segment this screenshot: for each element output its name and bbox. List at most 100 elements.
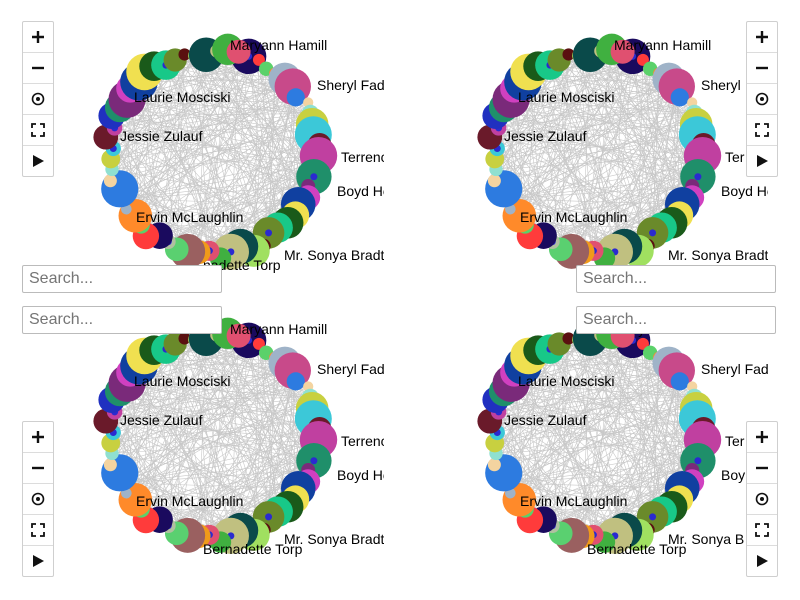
edge <box>165 64 269 234</box>
edge <box>184 54 278 228</box>
zoom-out-button[interactable] <box>747 53 777 84</box>
edge <box>503 391 572 536</box>
graph-node[interactable] <box>694 457 702 465</box>
graph-node[interactable] <box>670 372 689 391</box>
edge <box>238 51 309 198</box>
graph-node[interactable] <box>562 48 575 61</box>
graph-node[interactable] <box>649 513 657 521</box>
edge <box>140 338 207 509</box>
graph-node[interactable] <box>562 332 575 345</box>
zoom-out-button[interactable] <box>23 53 53 84</box>
zoom-in-button[interactable] <box>23 22 53 53</box>
graph-node[interactable] <box>670 88 689 107</box>
play-button[interactable] <box>747 546 777 576</box>
graph-node[interactable] <box>487 174 501 188</box>
graph-node[interactable] <box>636 53 649 66</box>
node-label: Jessie Zulauf <box>120 412 203 428</box>
edge <box>268 86 294 233</box>
zoom-in-button[interactable] <box>23 422 53 453</box>
zoom-in-button[interactable] <box>747 422 777 453</box>
fullscreen-button[interactable] <box>23 115 53 146</box>
graph-node[interactable] <box>265 513 273 521</box>
node-label: nadette Torp <box>203 257 281 273</box>
graph-node[interactable] <box>178 48 191 61</box>
node-label: Boy <box>721 467 745 483</box>
play-icon <box>31 154 45 168</box>
center-button[interactable] <box>747 484 777 515</box>
graph-node[interactable] <box>310 457 318 465</box>
edge <box>114 127 312 166</box>
edge <box>604 86 678 259</box>
edge <box>503 54 591 189</box>
play-button[interactable] <box>23 546 53 576</box>
play-button[interactable] <box>747 146 777 176</box>
edge <box>571 357 660 536</box>
fullscreen-icon <box>31 123 45 137</box>
target-icon <box>754 491 770 507</box>
network-graph[interactable]: Maryann Hamill Sheryl Fadel Terrence Boyd H… <box>0 0 384 284</box>
target-icon <box>30 91 46 107</box>
graph-panel-top-right[interactable]: Maryann Hamill Sheryl Ter Boyd Heat Mr. Sony… <box>384 0 768 284</box>
zoom-in-button[interactable] <box>747 22 777 53</box>
edge <box>543 176 698 236</box>
center-button[interactable] <box>23 84 53 115</box>
edge <box>552 449 696 526</box>
graph-panel-top-left[interactable]: Maryann Hamill Sheryl Fadel Terrence Boyd H… <box>0 0 384 284</box>
graph-node[interactable] <box>694 173 702 181</box>
edge <box>227 333 265 530</box>
search-input[interactable] <box>22 306 222 334</box>
edge <box>549 348 680 382</box>
graph-node[interactable] <box>649 229 657 237</box>
edge <box>165 348 296 382</box>
network-graph[interactable]: Maryann Hamill Sheryl Ter Boyd Heat Mr. Sony… <box>384 0 768 284</box>
edge <box>571 381 681 536</box>
edge <box>110 362 286 465</box>
zoom-out-button[interactable] <box>23 453 53 484</box>
graph-node[interactable] <box>252 337 265 350</box>
edge <box>506 86 677 200</box>
edge <box>176 449 312 534</box>
edge <box>498 127 696 166</box>
edge <box>165 348 254 535</box>
graph-node[interactable] <box>226 39 251 64</box>
edge <box>165 348 269 518</box>
fullscreen-button[interactable] <box>747 115 777 146</box>
edge <box>494 78 670 181</box>
edge <box>220 370 294 543</box>
play-button[interactable] <box>23 146 53 176</box>
graph-node[interactable] <box>178 332 191 345</box>
minus-icon <box>754 460 770 476</box>
graph-node[interactable] <box>103 174 117 188</box>
graph-node[interactable] <box>103 458 117 472</box>
graph-node[interactable] <box>226 323 251 348</box>
search-input[interactable] <box>576 265 776 293</box>
graph-node[interactable] <box>286 372 305 391</box>
edge <box>503 391 698 420</box>
graph-node[interactable] <box>286 88 305 107</box>
edge <box>114 86 293 129</box>
graph-node[interactable] <box>636 337 649 350</box>
graph-node[interactable] <box>487 458 501 472</box>
edge <box>498 127 653 234</box>
edge <box>503 333 613 474</box>
edge <box>140 113 311 226</box>
fullscreen-button[interactable] <box>23 515 53 546</box>
edge <box>105 136 199 253</box>
graph-node[interactable] <box>265 229 273 237</box>
edge <box>524 334 601 509</box>
edge <box>159 176 314 236</box>
search-input[interactable] <box>576 306 776 334</box>
center-button[interactable] <box>747 84 777 115</box>
zoom-out-button[interactable] <box>747 453 777 484</box>
edge <box>145 418 314 521</box>
graph-node[interactable] <box>310 173 318 181</box>
center-button[interactable] <box>23 484 53 515</box>
edge <box>498 127 693 187</box>
fullscreen-button[interactable] <box>747 515 777 546</box>
edge <box>579 55 594 251</box>
edge <box>195 55 210 251</box>
graph-node[interactable] <box>610 39 635 64</box>
edge <box>642 59 662 228</box>
graph-node[interactable] <box>252 53 265 66</box>
search-input[interactable] <box>22 265 222 293</box>
